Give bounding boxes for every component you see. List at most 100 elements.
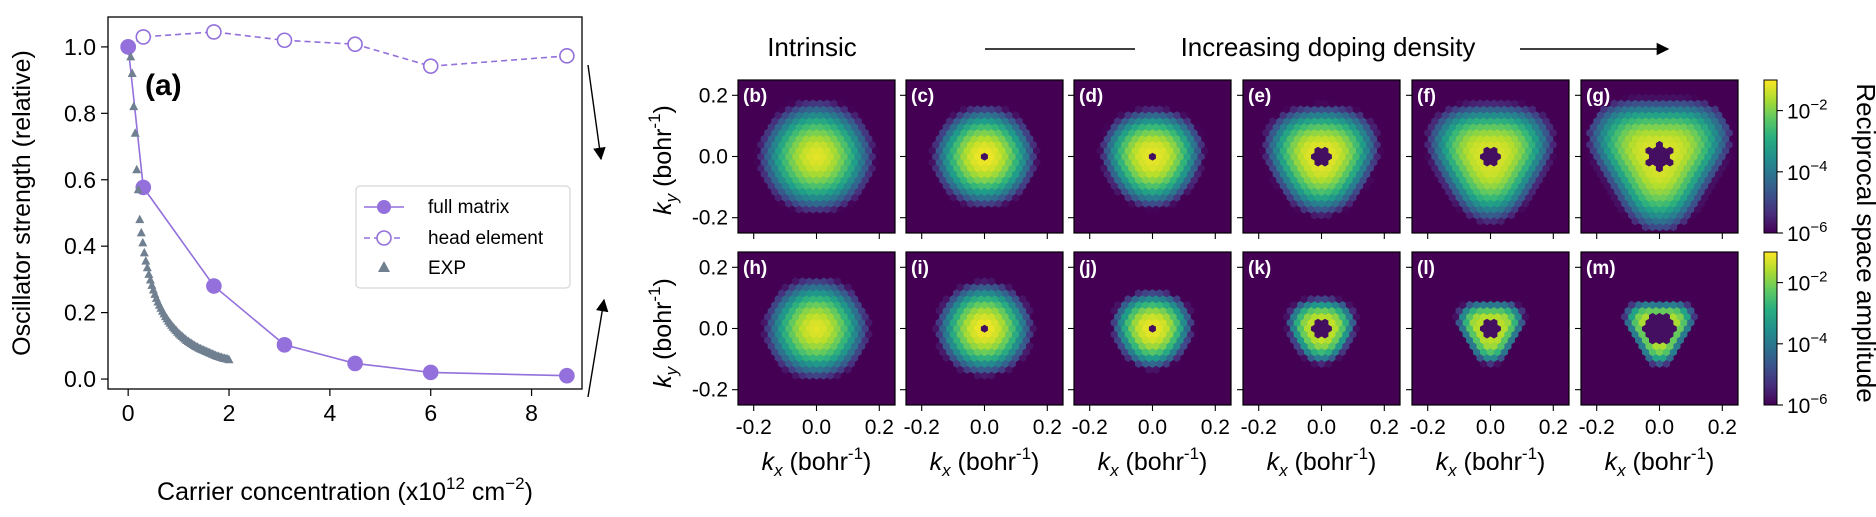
- heatmap-cell: [778, 324, 786, 333]
- heatmap-cell: [760, 134, 768, 143]
- heatmap-cell: [1722, 146, 1730, 155]
- heatmap-cell: [1424, 128, 1432, 138]
- heatmap-cell: [1431, 164, 1439, 173]
- heatmap-cell: [1015, 300, 1023, 310]
- heatmap-cell: [1493, 336, 1501, 345]
- heatmap-cell: [994, 347, 1002, 357]
- heatmap-cell: [823, 111, 831, 120]
- heatmap-cell: [795, 146, 803, 155]
- heatmap-cell: [1593, 152, 1601, 161]
- heatmap-cell: [1603, 111, 1611, 120]
- heatmap-cell: [1100, 152, 1108, 161]
- heatmap-cell: [1001, 324, 1009, 333]
- heatmap-cell: [1138, 158, 1146, 167]
- heatmap-cell: [788, 111, 796, 120]
- heatmap-cell: [956, 111, 964, 120]
- heatmap-cell: [1363, 146, 1371, 155]
- heatmap-cell: [1486, 128, 1495, 138]
- heatmap-cell: [1169, 164, 1177, 173]
- heatmap-cell: [991, 295, 999, 304]
- heatmap-cell: [1539, 134, 1547, 143]
- heatmap-cell: [942, 295, 950, 304]
- heatmap-cell: [970, 181, 978, 190]
- heatmap-cell: [1448, 123, 1456, 132]
- heatmap-cell: [960, 347, 968, 357]
- heatmap-cell: [771, 140, 779, 149]
- heatmap-cell: [1138, 353, 1146, 362]
- heatmap-cell: [1162, 105, 1170, 114]
- heatmap-cell: [1476, 99, 1484, 108]
- heatmap-cell: [1469, 99, 1477, 108]
- heatmap-cell: [837, 330, 845, 339]
- heatmap-cell: [1673, 134, 1681, 143]
- heatmap-cell: [1279, 181, 1287, 190]
- heatmap-cell: [1352, 105, 1360, 114]
- heatmap-cell: [1169, 312, 1177, 321]
- heatmap-cell: [980, 164, 989, 173]
- heatmap-cell: [963, 111, 971, 120]
- heatmap-cell: [1183, 175, 1191, 185]
- heatmap-cell: [1279, 111, 1287, 120]
- heatmap-cell: [1304, 211, 1312, 220]
- heatmap-cell: [1683, 175, 1691, 185]
- heatmap-cell: [967, 289, 975, 298]
- heatmap-cell: [1152, 170, 1160, 179]
- heatmap-cell: [1283, 175, 1291, 185]
- heatmap-cell: [1180, 342, 1188, 351]
- heatmap-cell: [858, 170, 866, 179]
- heatmap-cell: [1001, 175, 1009, 185]
- heatmap-cell: [942, 330, 950, 339]
- heatmap-cell: [987, 199, 995, 208]
- heatmap-panel-label: (m): [1586, 258, 1616, 279]
- heatmap-cell: [984, 193, 992, 202]
- heatmap-cell: [1335, 111, 1343, 120]
- heatmap-cell: [1504, 205, 1512, 214]
- heatmap-cell: [823, 193, 831, 202]
- heatmap-cell: [840, 140, 848, 149]
- heatmap-cell: [974, 117, 982, 126]
- heatmap-cell: [1483, 134, 1491, 143]
- heatmap-cell: [1645, 342, 1653, 351]
- heatmap-cell: [823, 205, 831, 214]
- heatmap-cell: [1473, 324, 1481, 333]
- heatmap-cell: [1155, 128, 1163, 138]
- heatmap-cell: [837, 134, 845, 143]
- heatmap-cell: [1131, 123, 1139, 132]
- heatmap-cell: [1142, 140, 1150, 149]
- heatmap-cell: [1624, 205, 1632, 214]
- heatmap-cell: [1155, 336, 1163, 345]
- heatmap-cell: [1324, 347, 1332, 357]
- heatmap-cell: [1314, 318, 1322, 327]
- heatmap-cell: [1169, 140, 1177, 149]
- heatmap-cell: [980, 289, 989, 298]
- heatmap-cell: [861, 164, 869, 173]
- heatmap-cell: [1008, 359, 1016, 368]
- heatmap-cell: [953, 336, 961, 345]
- heatmap-cell: [1307, 318, 1315, 327]
- heatmap-cell: [1680, 181, 1688, 190]
- heatmap-cell: [847, 128, 855, 138]
- heatmap-cell: [1110, 123, 1118, 132]
- heatmap-cell: [788, 353, 796, 362]
- heatmap-cell: [1117, 306, 1125, 315]
- heatmap-x-tick-label: 0.0: [1645, 416, 1674, 439]
- colorbar-gradient: [1763, 79, 1778, 234]
- heatmap-cell: [788, 342, 796, 351]
- heatmap-cell: [1649, 222, 1657, 232]
- heatmap-cell: [865, 134, 873, 143]
- heatmap-cell: [1311, 175, 1319, 185]
- heatmap-cell: [861, 324, 869, 333]
- heatmap-cell: [1279, 123, 1287, 132]
- heatmap-cell: [994, 117, 1002, 126]
- heatmap-cell: [946, 152, 954, 161]
- heatmap-cell: [1480, 199, 1488, 208]
- heatmap-cell: [1331, 199, 1339, 208]
- heatmap-cell: [1169, 175, 1177, 185]
- heatmap-cell: [1652, 342, 1660, 351]
- heatmap-cell: [1117, 318, 1125, 327]
- heatmap-cell: [771, 336, 779, 345]
- heatmap-cell: [854, 175, 862, 185]
- heatmap-cell: [1490, 342, 1498, 351]
- heatmap-cell: [1687, 123, 1695, 132]
- heatmap-cell: [1338, 324, 1346, 333]
